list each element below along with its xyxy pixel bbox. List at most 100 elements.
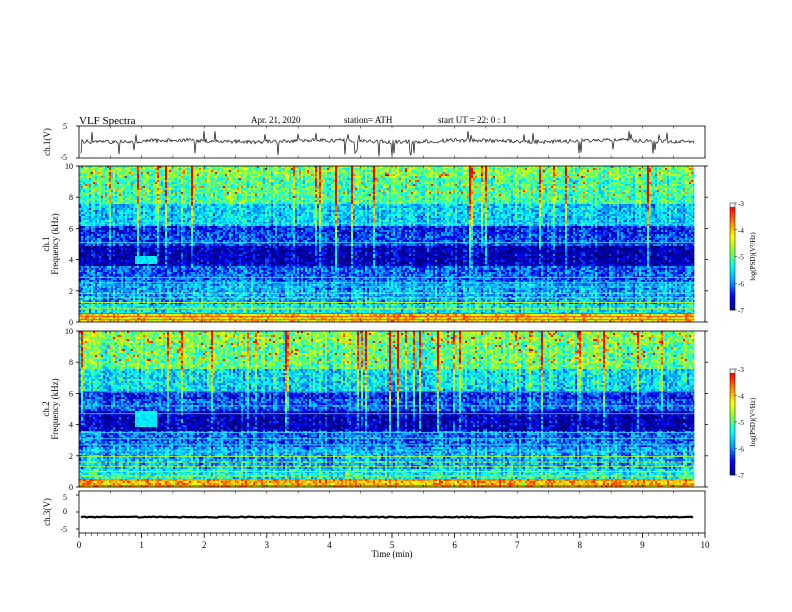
spectrogram-cell — [111, 224, 113, 226]
spectrogram-cell — [91, 206, 93, 208]
spectrogram-cell — [137, 238, 139, 240]
spectrogram-cell — [111, 188, 113, 190]
spectrogram-cell — [169, 224, 171, 226]
spectrogram-cell — [111, 252, 113, 254]
spectrogram-cell — [113, 188, 115, 190]
spectrogram-cell — [167, 234, 169, 236]
spectrogram-cell — [151, 224, 153, 226]
spectrogram-cell — [155, 240, 157, 242]
spectrogram-cell — [111, 200, 113, 202]
spectrogram-cell — [91, 236, 93, 238]
spectrogram-cell — [85, 196, 87, 198]
spectrogram-cell — [143, 234, 145, 236]
spectrogram-cell — [109, 186, 111, 188]
spectrogram-cell — [83, 228, 85, 230]
spectrogram-cell — [163, 198, 165, 200]
spectrogram-cell — [91, 220, 93, 222]
spectrogram-cell — [113, 272, 115, 274]
spectrogram-cell — [157, 186, 159, 188]
spectrogram-cell — [125, 256, 127, 258]
spectrogram-cell — [161, 284, 163, 286]
spectrogram-cell — [89, 190, 91, 192]
spectrogram-cell — [171, 192, 173, 194]
spectrogram-cell — [173, 236, 175, 238]
spectrogram-cell — [117, 248, 119, 250]
spectrogram-cell — [125, 170, 127, 172]
spectrogram-cell — [167, 216, 169, 218]
spectrogram-cell — [147, 254, 149, 256]
spectrogram-cell — [165, 232, 167, 234]
spectrogram-cell — [99, 238, 101, 240]
spectrogram-cell — [115, 264, 117, 266]
spectrogram-cell — [99, 262, 101, 264]
spectrogram-cell — [141, 254, 143, 256]
spectrogram-cell — [171, 182, 173, 184]
spectrogram-cell — [145, 260, 147, 262]
spectrogram-cell — [169, 294, 171, 296]
spectrogram-cell — [109, 212, 111, 214]
spectrogram-cell — [173, 250, 175, 252]
spectrogram-cell — [153, 180, 155, 182]
spectrogram-cell — [121, 248, 123, 250]
spectrogram-cell — [159, 284, 161, 286]
spectrogram-cell — [127, 268, 129, 270]
spectrogram-cell — [173, 206, 175, 208]
spectrogram-cell — [155, 182, 157, 184]
spectrogram-cell — [97, 168, 99, 170]
spectrogram-cell — [117, 272, 119, 274]
spectrogram-cell — [101, 252, 103, 254]
spectrogram-cell — [133, 254, 135, 256]
spectrogram-cell — [105, 218, 107, 220]
spectrogram-cell — [121, 266, 123, 268]
spectrogram-cell — [95, 238, 97, 240]
spectrogram-cell — [107, 238, 109, 240]
spectrogram-cell — [111, 310, 113, 312]
spectrogram-cell — [171, 232, 173, 234]
spectrogram-cell — [91, 230, 93, 232]
spectrogram-cell — [99, 278, 101, 280]
spectrogram-cell — [151, 284, 153, 286]
spectrogram-cell — [97, 230, 99, 232]
spectrogram-cell — [163, 268, 165, 270]
spectrogram-cell — [89, 266, 91, 268]
spectrogram-cell — [101, 182, 103, 184]
spectrogram-cell — [133, 220, 135, 222]
spectrogram-cell — [149, 230, 151, 232]
ch1-spectrogram-panel: 0246810 ch.1 Frequency (kHz) -3-4-5-6-7l… — [41, 162, 757, 327]
spectrogram-cell — [93, 272, 95, 274]
spectrogram-cell — [143, 170, 145, 172]
spectrogram-cell — [115, 284, 117, 286]
spectrogram-cell — [91, 262, 93, 264]
spectrogram-cell — [131, 294, 133, 296]
spectrogram-cell — [81, 192, 83, 194]
spectrogram-cell — [123, 182, 125, 184]
spectrogram-cell — [105, 170, 107, 172]
spectrogram-cell — [159, 244, 161, 246]
spectrogram-cell — [121, 216, 123, 218]
spectrogram-cell — [83, 188, 85, 190]
spectrogram-cell — [109, 284, 111, 286]
spectrogram-cell — [87, 278, 89, 280]
spectrogram-cell — [133, 310, 135, 312]
spectrogram-cell — [143, 228, 145, 230]
spectrogram-cell — [161, 196, 163, 198]
spectrogram-cell — [101, 298, 103, 300]
spectrogram-cell — [147, 234, 149, 236]
spectrogram-cell — [113, 252, 115, 254]
spectrogram-cell — [149, 188, 151, 190]
spectrogram-cell — [145, 252, 147, 254]
spectrogram-cell — [145, 186, 147, 188]
spectrogram-cell — [153, 258, 155, 260]
spectrogram-cell — [165, 212, 167, 214]
spectrogram-cell — [139, 196, 141, 198]
spectrogram-cell — [155, 224, 157, 226]
spectrogram-cell — [93, 246, 95, 248]
spectrogram-cell — [91, 192, 93, 194]
spectrogram-cell — [139, 168, 141, 170]
spectrogram-cell — [105, 256, 107, 258]
spectrogram-cell — [101, 208, 103, 210]
spectrogram-cell — [103, 264, 105, 266]
spectrogram-cell — [129, 234, 131, 236]
spectrogram-cell — [165, 262, 167, 264]
spectrogram-cell — [145, 196, 147, 198]
